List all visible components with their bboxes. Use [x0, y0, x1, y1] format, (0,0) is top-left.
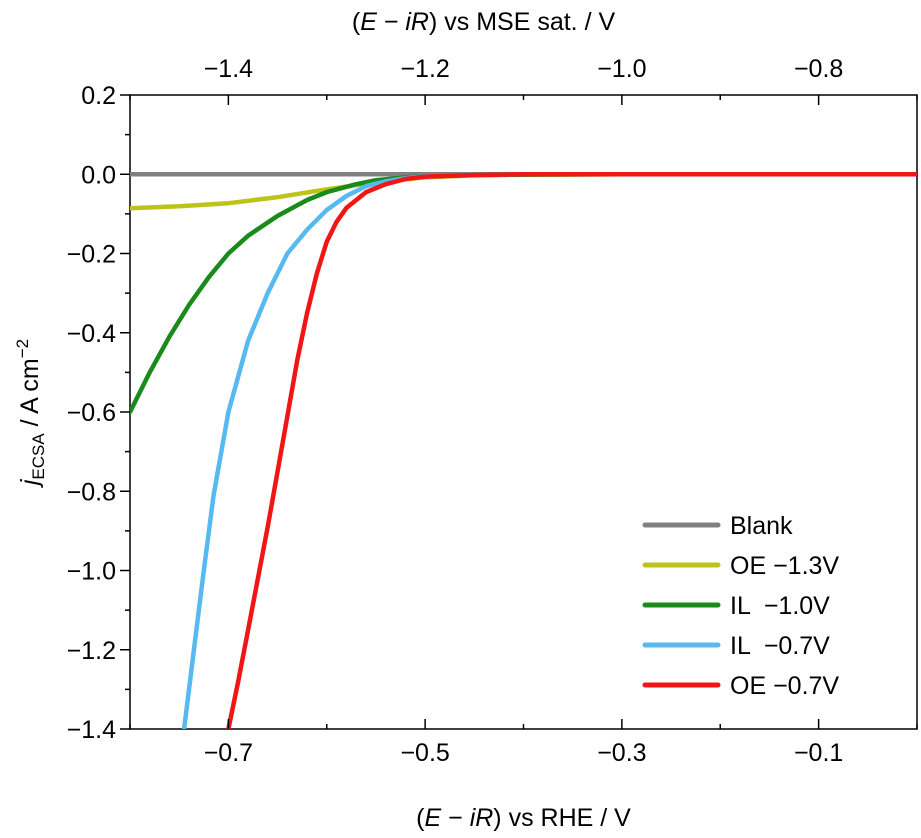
y-tick-label: −1.4 — [67, 716, 116, 744]
legend-label-1: OE −1.3V — [730, 552, 839, 580]
legend-label-0: Blank — [730, 512, 793, 540]
x-top-tick-label: −1.4 — [204, 55, 253, 83]
legend-label-4: OE −0.7V — [730, 672, 839, 700]
series-line-4 — [226, 172, 917, 729]
x-bottom-tick-label: −0.3 — [597, 739, 646, 767]
x-top-tick-label: −1.2 — [400, 55, 449, 83]
x-bottom-tick-label: −0.1 — [794, 739, 843, 767]
y-tick-label: −0.8 — [67, 478, 116, 506]
legend-label-3: IL −0.7V — [730, 632, 830, 660]
ticks-layer — [120, 94, 918, 730]
series-layer — [130, 172, 917, 729]
y-axis-title: jECSA / A cm−2 — [13, 339, 48, 488]
x-top-axis-title-part: iR — [405, 8, 429, 36]
y-axis-title-part: ECSA — [29, 433, 48, 480]
series-line-2 — [130, 172, 917, 415]
legend-label-2: IL −1.0V — [730, 592, 830, 620]
y-tick-label: −1.2 — [67, 637, 116, 665]
x-bottom-axis-title-part: iR — [470, 804, 494, 832]
x-bottom-axis-title-part: ) vs RHE / V — [493, 804, 631, 832]
x-bottom-axis-title-part: E — [425, 804, 442, 832]
labels-layer: −0.7 −0.5 −0.3 −0.1 −1.4 −1.2 −1.0 −0.8 0.2 0.0 −0… — [13, 8, 843, 832]
x-top-tick-label: −0.8 — [794, 55, 843, 83]
y-tick-label: 0.0 — [81, 161, 116, 189]
x-top-tick-label: −1.0 — [597, 55, 646, 83]
y-axis-title-part: j — [16, 478, 44, 488]
legend: Blank OE −1.3V IL −1.0V IL −0.7V OE −0.7V — [642, 512, 839, 700]
x-top-axis-title-part: E — [360, 8, 377, 36]
y-axis-title-part: −2 — [13, 339, 32, 358]
series-line-1 — [130, 172, 917, 211]
x-top-axis-title-part: ( — [352, 8, 361, 36]
y-tick-label: −0.6 — [67, 399, 116, 427]
x-top-axis-title-part: ) vs MSE sat. / V — [429, 8, 615, 36]
x-bottom-tick-label: −0.7 — [204, 739, 253, 767]
y-tick-label: −1.0 — [67, 558, 116, 586]
y-tick-label: 0.2 — [81, 82, 116, 110]
y-tick-label: −0.2 — [67, 241, 116, 269]
x-bottom-axis-title-part: − — [441, 804, 470, 832]
x-top-axis-title-part: − — [377, 8, 406, 36]
x-bottom-tick-label: −0.5 — [400, 739, 449, 767]
x-bottom-axis-title-part: ( — [416, 804, 425, 832]
x-bottom-axis-title: (E − iR) vs RHE / V — [416, 804, 631, 832]
x-top-axis-title: (E − iR) vs MSE sat. / V — [352, 8, 616, 36]
y-tick-label: −0.4 — [67, 320, 116, 348]
y-axis-title-part: / A cm — [16, 358, 44, 433]
